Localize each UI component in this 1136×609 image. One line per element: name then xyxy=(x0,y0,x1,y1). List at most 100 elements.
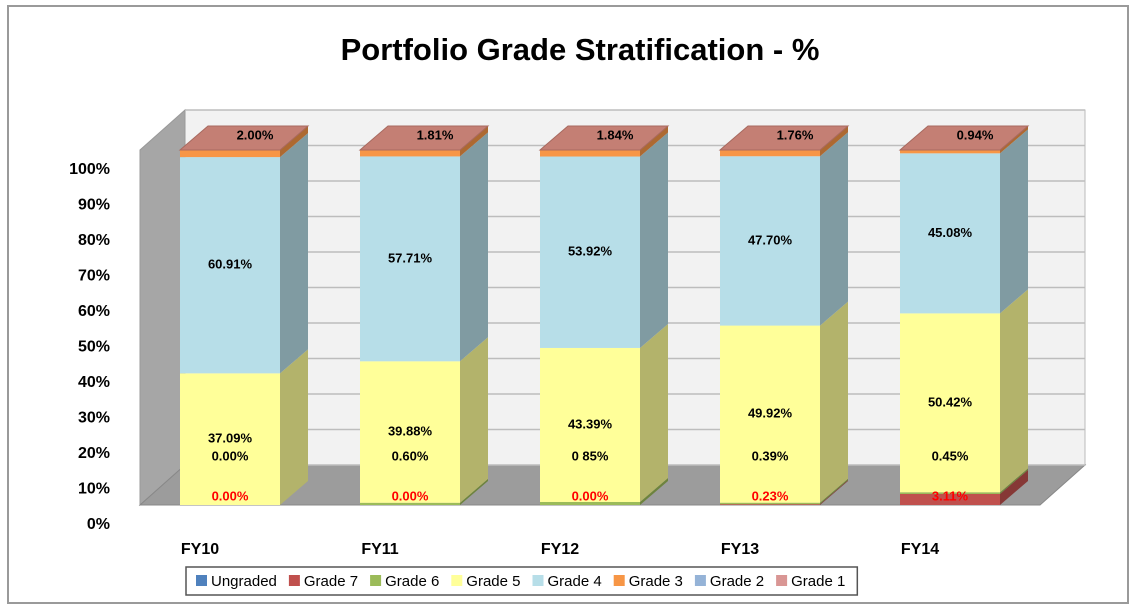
bar-side xyxy=(640,132,668,348)
bar-top xyxy=(538,125,670,151)
y-tick-label: 70% xyxy=(78,268,110,285)
legend-swatch xyxy=(694,575,706,586)
data-label: 2.00% xyxy=(237,127,274,142)
data-label: 49.92% xyxy=(748,406,793,421)
data-label: 1.81% xyxy=(417,127,454,142)
bar-side xyxy=(820,301,848,503)
y-tick-label: 30% xyxy=(78,410,110,427)
bar-side xyxy=(640,126,668,157)
y-tick-label: 90% xyxy=(78,197,110,214)
data-label: 53.92% xyxy=(568,244,613,259)
bar-segment xyxy=(720,325,820,503)
legend-label: Grade 5 xyxy=(466,573,520,590)
bar-side xyxy=(820,126,848,157)
data-label: 0.60% xyxy=(392,448,429,463)
bar-side xyxy=(1000,468,1028,494)
y-tick-label: 20% xyxy=(78,445,110,462)
legend-swatch xyxy=(776,575,788,586)
bar-side xyxy=(1000,289,1028,493)
data-label: 0.94% xyxy=(957,127,994,142)
data-label: 3.11% xyxy=(932,488,969,503)
data-label: 57.71% xyxy=(388,250,433,265)
legend-label: Grade 3 xyxy=(629,573,683,590)
y-tick-label: 80% xyxy=(78,232,110,249)
bar-side xyxy=(280,349,308,505)
bar-segment xyxy=(900,493,1000,505)
legend-swatch xyxy=(613,575,625,586)
bar-top xyxy=(358,125,490,151)
legend: Ungraded Grade 7 Grade 6 Grade 5 Grade 4 Grad… xyxy=(185,566,859,596)
legend-swatch xyxy=(196,575,207,586)
y-tick-label: 0% xyxy=(87,516,110,533)
x-tick-label: FY14 xyxy=(901,541,939,558)
bar-segment xyxy=(360,502,460,505)
bar-side xyxy=(640,323,668,502)
bar-segment xyxy=(900,492,1000,494)
data-label: 0.00% xyxy=(572,488,609,503)
legend-label: Ungraded xyxy=(211,573,277,590)
bar-segment xyxy=(900,150,1000,154)
legend-label: Grade 6 xyxy=(385,573,439,590)
data-label: 1.84% xyxy=(597,127,634,142)
bar-top xyxy=(898,125,1030,151)
data-label: 0 85% xyxy=(572,448,609,463)
legend-label: Grade 2 xyxy=(710,573,764,590)
bar-side xyxy=(640,477,668,505)
bar-segment xyxy=(900,153,1000,314)
x-tick-label: FY13 xyxy=(721,541,759,558)
bar-segment xyxy=(900,313,1000,493)
bar-segment xyxy=(540,150,640,157)
data-label: 50.42% xyxy=(928,394,973,409)
data-label: 0.45% xyxy=(932,448,969,463)
y-tick-label: 10% xyxy=(78,481,110,498)
legend-swatch xyxy=(532,575,544,586)
data-label: 0.23% xyxy=(752,488,789,503)
bar-segment xyxy=(360,361,460,503)
bar-top xyxy=(718,125,850,151)
data-label: 0.00% xyxy=(212,448,249,463)
data-label: 0.39% xyxy=(752,448,789,463)
data-label: 43.39% xyxy=(568,416,613,431)
legend-label: Grade 7 xyxy=(304,573,358,590)
x-tick-label: FY12 xyxy=(541,541,579,558)
side-wall xyxy=(139,108,186,507)
y-tick-label: 50% xyxy=(78,339,110,356)
data-label: 47.70% xyxy=(748,232,793,247)
bar-segment xyxy=(180,373,280,505)
bar-segment xyxy=(540,156,640,348)
legend-swatch xyxy=(288,575,300,586)
bar-side xyxy=(460,478,488,505)
bar-segment xyxy=(540,501,640,505)
bar-segment xyxy=(180,150,280,158)
bar-side xyxy=(460,337,488,503)
legend-swatch xyxy=(370,575,382,586)
data-label: 60.91% xyxy=(208,257,253,272)
y-tick-label: 100% xyxy=(69,161,110,178)
bar-segment xyxy=(360,156,460,362)
bar-segment xyxy=(720,502,820,505)
chart-title: Portfolio Grade Stratification - % xyxy=(341,32,820,67)
bar-side xyxy=(460,132,488,362)
bar-side xyxy=(460,126,488,157)
data-label: 1.76% xyxy=(777,127,814,142)
bar-side xyxy=(1000,129,1028,314)
legend-swatch xyxy=(451,575,463,586)
legend-label: Grade 1 xyxy=(791,573,845,590)
data-label: 45.08% xyxy=(928,225,973,240)
bar-segment xyxy=(720,156,820,326)
bar-segment xyxy=(180,157,280,374)
bar-side xyxy=(1000,469,1028,505)
bar-segment xyxy=(720,150,820,157)
x-tick-label: FY10 xyxy=(181,541,219,558)
y-tick-label: 40% xyxy=(78,374,110,391)
data-label: 39.88% xyxy=(388,424,433,439)
bar-side xyxy=(280,133,308,374)
bar-side xyxy=(820,478,848,505)
bar-segment xyxy=(360,150,460,157)
bar-side xyxy=(820,480,848,505)
bar-top xyxy=(178,125,310,151)
data-label: 0.00% xyxy=(212,488,249,503)
bar-segment xyxy=(540,347,640,502)
x-tick-label: FY11 xyxy=(361,541,398,558)
bar-side xyxy=(820,132,848,326)
